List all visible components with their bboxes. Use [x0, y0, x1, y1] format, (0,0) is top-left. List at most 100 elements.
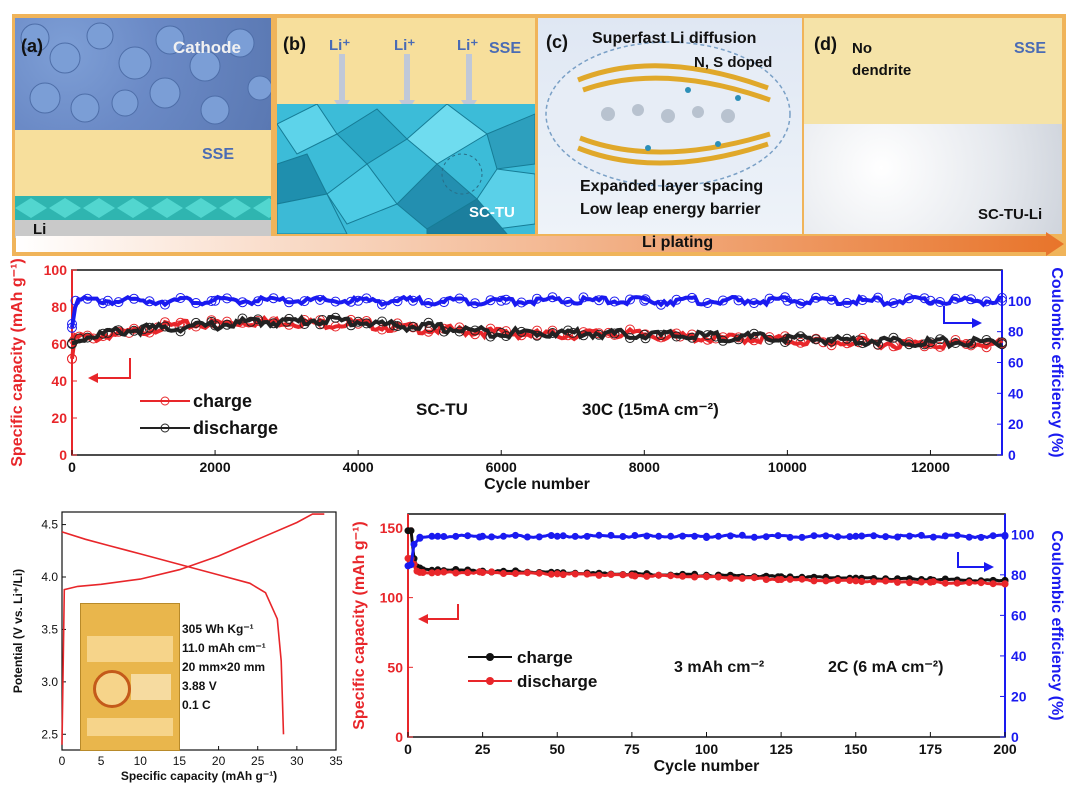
- data-point: [703, 532, 710, 540]
- data-point: [500, 532, 507, 540]
- data-point: [643, 572, 651, 580]
- curve-discharge: [61, 531, 285, 735]
- data-point: [762, 533, 770, 541]
- y-tick-label: 0: [395, 729, 403, 745]
- data-point: [67, 319, 77, 329]
- data-point: [268, 318, 279, 329]
- data-point: [733, 334, 744, 345]
- data-point: [595, 531, 603, 539]
- data-point: [428, 569, 436, 577]
- data-point: [935, 297, 945, 307]
- data-point: [667, 532, 675, 540]
- data-point: [997, 337, 1007, 348]
- data-point: [929, 533, 937, 541]
- data-point: [413, 567, 421, 575]
- data-point: [619, 533, 627, 540]
- data-point: [496, 327, 507, 338]
- data-point: [160, 321, 170, 332]
- data-point: [950, 293, 961, 304]
- x-tick-label: 30: [290, 754, 304, 768]
- data-point: [852, 577, 860, 585]
- data-point: [452, 569, 460, 577]
- data-point: [512, 531, 519, 539]
- data-point: [671, 331, 682, 342]
- left-axis-indicator-head: [88, 373, 98, 383]
- data-point: [619, 571, 627, 579]
- data-point: [547, 570, 555, 578]
- data-point: [810, 532, 818, 540]
- data-point: [1001, 532, 1009, 540]
- data-point: [777, 576, 785, 583]
- data-point: [667, 572, 675, 580]
- data-point: [452, 532, 460, 540]
- data-point: [702, 330, 713, 341]
- y-axis-title: Potential (V vs. Li⁺/Li): [11, 569, 25, 693]
- x-tick-label: 0: [59, 754, 66, 768]
- data-point: [284, 313, 294, 324]
- data-point: [377, 316, 387, 327]
- left-axis-indicator: [92, 358, 131, 379]
- data-point: [733, 295, 744, 306]
- data-point: [774, 532, 782, 540]
- expanded-spacing-text: Expanded layer spacing: [580, 178, 764, 195]
- data-point: [853, 335, 864, 346]
- data-point: [935, 334, 945, 345]
- data-point: [535, 569, 543, 577]
- data-point: [810, 577, 818, 585]
- data-point: [997, 295, 1007, 306]
- panel-a: (a) Cathode SSE Li: [15, 18, 271, 238]
- data-point: [485, 295, 496, 306]
- data-point: [953, 579, 961, 587]
- inset-energy-density: 305 Wh Kg⁻¹: [182, 622, 254, 636]
- data-point: [882, 577, 890, 585]
- data-point: [547, 292, 558, 303]
- data-point: [82, 293, 93, 304]
- data-point: [424, 322, 435, 333]
- data-point: [870, 578, 878, 586]
- data-point: [894, 533, 901, 541]
- data-point: [655, 532, 663, 540]
- data-point: [780, 337, 790, 347]
- data-point: [423, 317, 434, 328]
- data-point: [353, 295, 364, 306]
- data-point: [210, 295, 221, 306]
- data-point: [826, 294, 837, 305]
- y-tick-label: 150: [380, 520, 404, 536]
- data-point: [639, 295, 650, 306]
- y2-tick-label: 0: [1011, 729, 1019, 745]
- panel-a-label: (a): [21, 36, 43, 56]
- data-point: [873, 292, 883, 303]
- data-point: [714, 573, 722, 581]
- data-point: [434, 532, 442, 540]
- series-line-coulombic-efficiency: [70, 293, 1003, 329]
- data-point: [138, 324, 149, 335]
- data-point: [571, 570, 579, 578]
- li-ion-label-3: Li⁺: [457, 37, 479, 54]
- x-tick-label: 175: [919, 741, 943, 757]
- x-tick-label: 20: [212, 754, 226, 768]
- data-point: [941, 532, 949, 540]
- data-point: [718, 295, 728, 306]
- data-point: [919, 339, 930, 350]
- y2-axis-title: Coulombic efficiency (%): [1048, 267, 1065, 457]
- data-point: [281, 316, 292, 327]
- data-point: [926, 578, 934, 586]
- data-point: [594, 295, 604, 306]
- data-point: [388, 320, 399, 331]
- data-point: [639, 329, 650, 340]
- data-point: [656, 299, 666, 310]
- data-point: [144, 296, 155, 307]
- y2-tick-label: 40: [1008, 385, 1024, 401]
- y-axis-title: Specific capacity (mAh g⁻¹): [351, 521, 368, 730]
- legend-discharge-label: discharge: [517, 672, 597, 691]
- panel-b: (b) Li⁺ Li⁺ Li⁺ SSE SC-TU: [277, 18, 535, 234]
- data-point: [925, 337, 936, 348]
- y-tick-label: 0: [59, 447, 67, 463]
- y2-tick-label: 80: [1011, 567, 1027, 583]
- data-point: [485, 331, 496, 342]
- data-point: [353, 316, 364, 327]
- x-tick-label: 8000: [629, 459, 660, 475]
- data-point: [966, 294, 976, 305]
- data-point: [786, 533, 794, 541]
- data-point: [702, 298, 713, 308]
